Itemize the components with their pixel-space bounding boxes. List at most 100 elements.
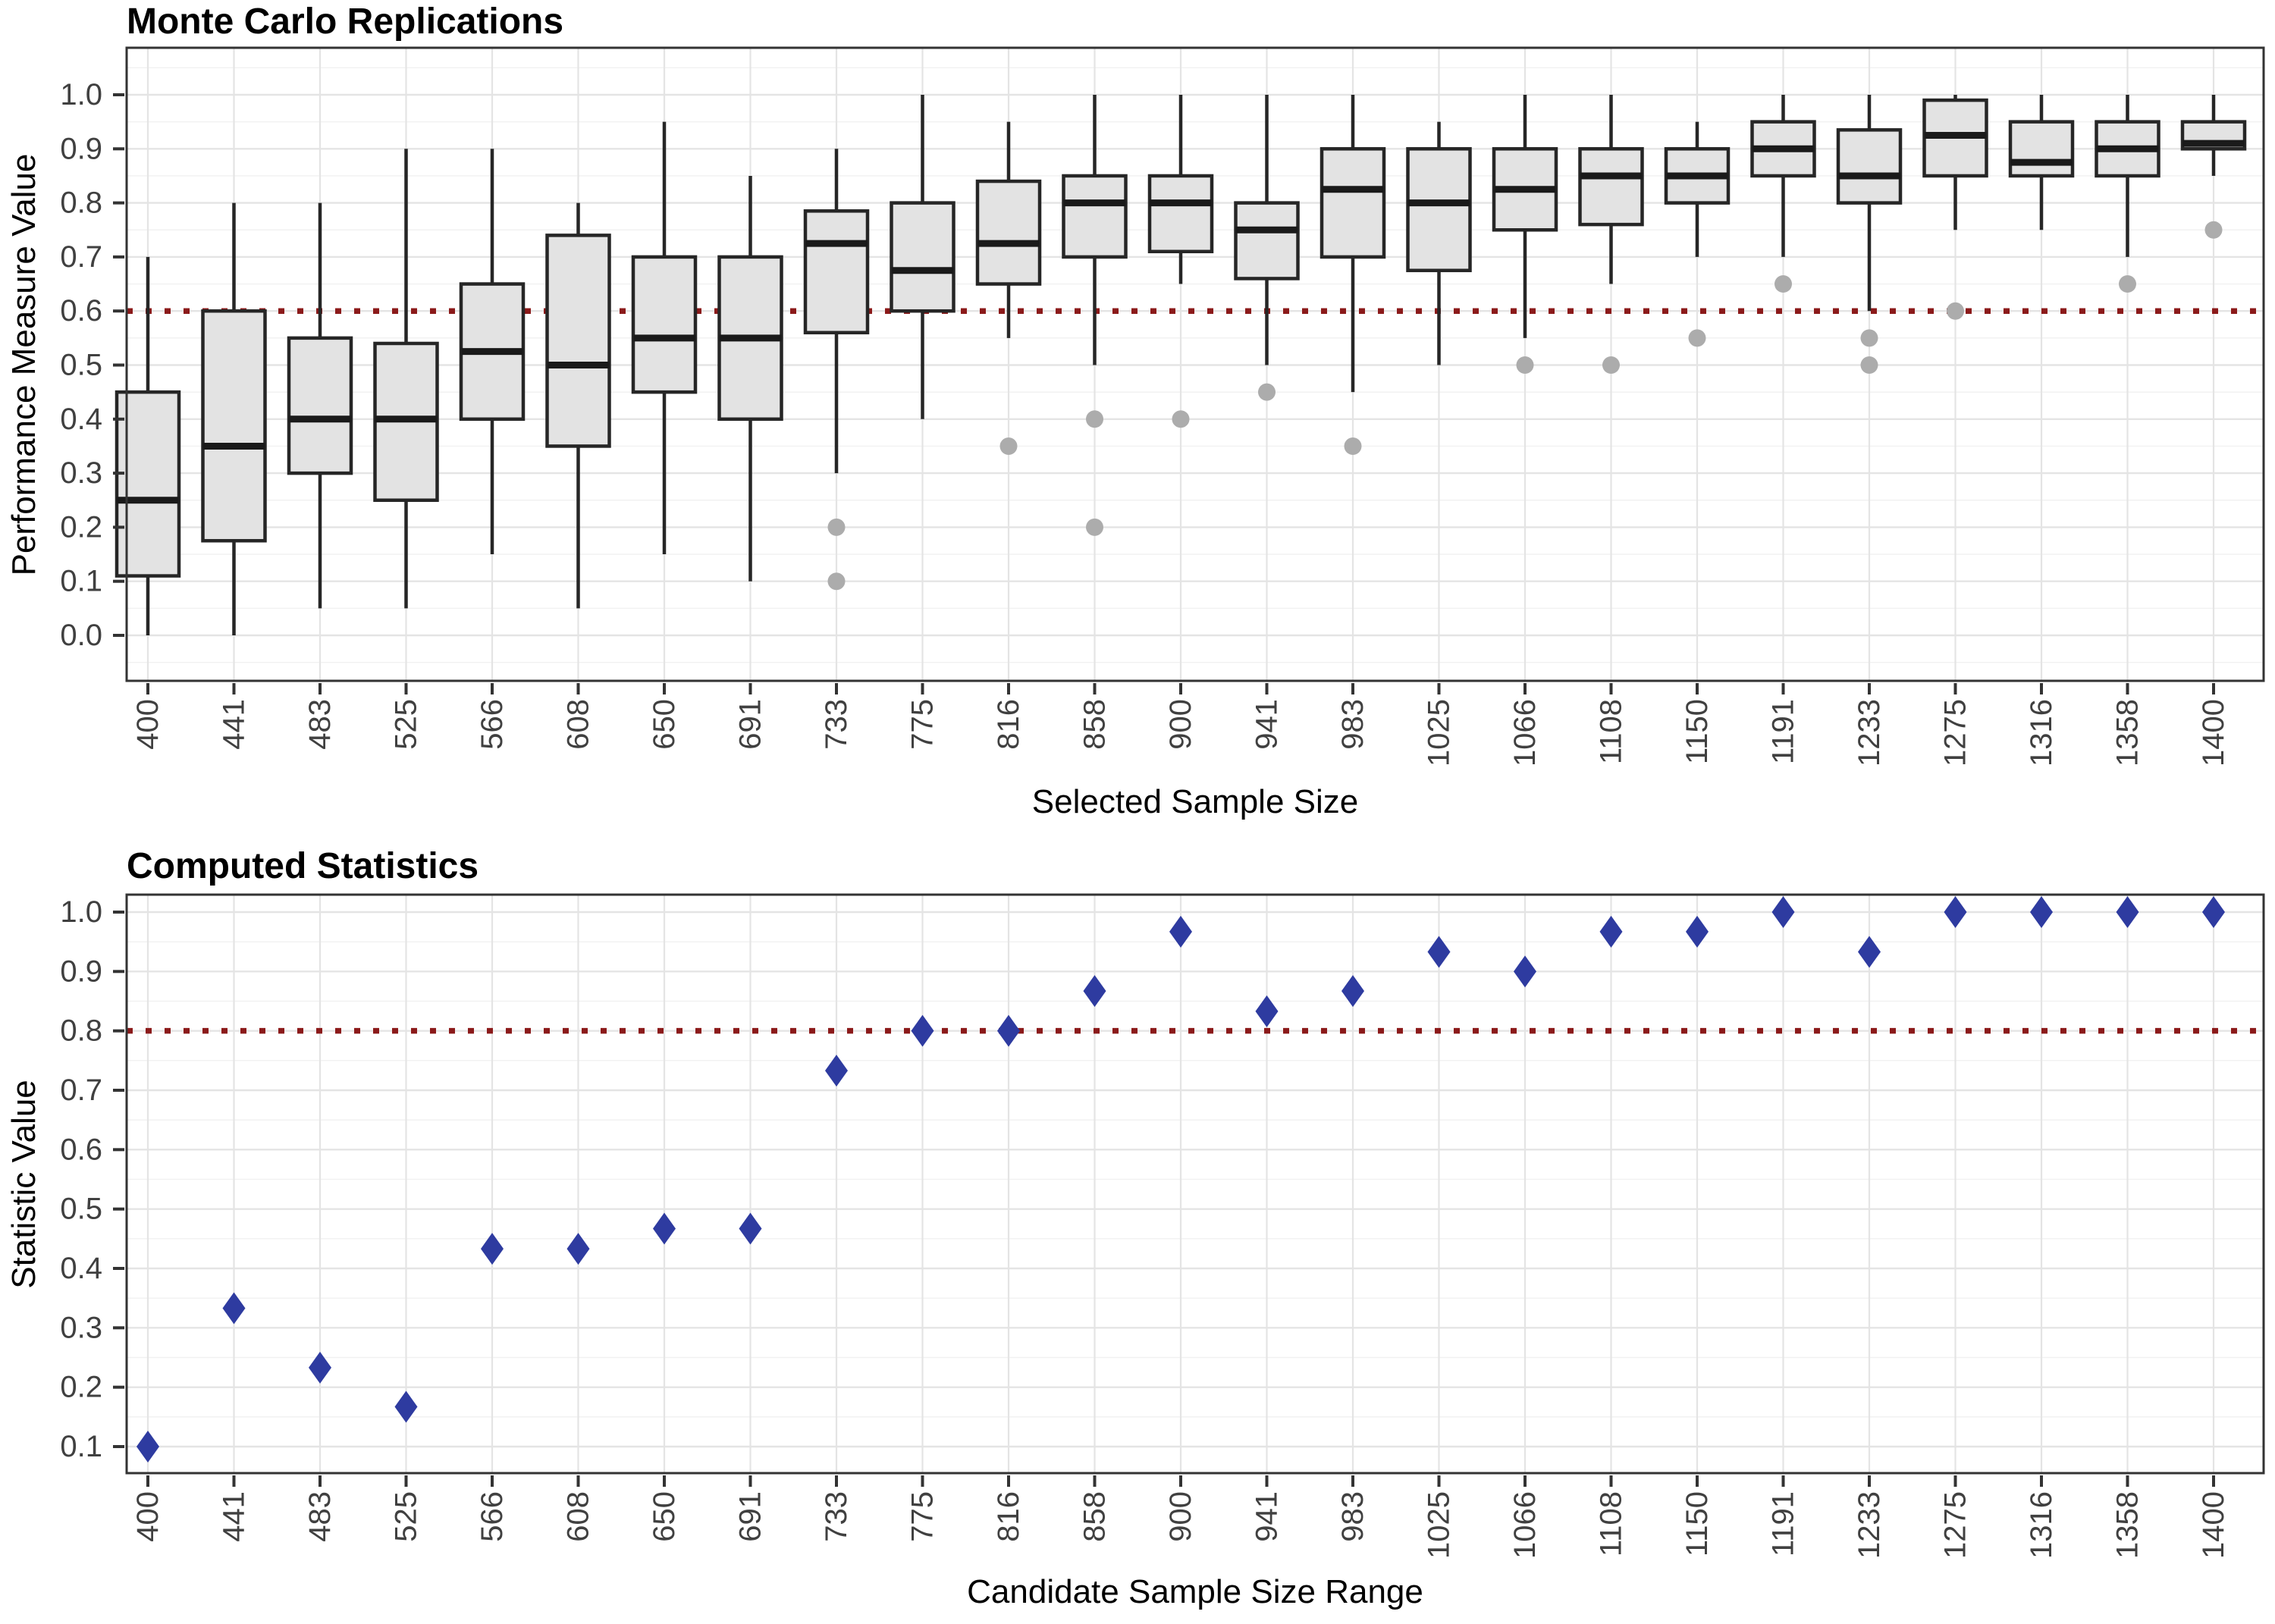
x-tick-label: 1400 bbox=[2197, 1491, 2230, 1559]
boxplot-1108 bbox=[1578, 95, 1644, 374]
x-tick-label: 1358 bbox=[2111, 1491, 2145, 1559]
y-tick-label: 0.9 bbox=[60, 132, 102, 165]
boxplot-983 bbox=[1320, 95, 1386, 455]
y-tick-label: 0.1 bbox=[60, 1430, 102, 1463]
x-tick-label: 775 bbox=[906, 699, 940, 750]
x-tick-label: 941 bbox=[1250, 699, 1284, 750]
x-tick-label: 816 bbox=[992, 1491, 1025, 1542]
scatter-point bbox=[1514, 955, 1536, 988]
boxplot-525 bbox=[373, 149, 439, 609]
scatter-point bbox=[1427, 936, 1451, 968]
scatter-point bbox=[481, 1233, 504, 1265]
x-tick-label: 1150 bbox=[1680, 699, 1714, 764]
panel-monte-carlo-replications: 0.0 0.1 0.2 0.3 0.4 0.5 0.6 0.7 0.8 0.9 1.0 400 441 4… bbox=[60, 46, 2265, 767]
iqr-box bbox=[631, 255, 698, 394]
x-tick-label: 900 bbox=[1164, 699, 1197, 750]
x-tick-label: 858 bbox=[1078, 1491, 1112, 1542]
scatter-point bbox=[1771, 896, 1795, 928]
outlier-point bbox=[1860, 329, 1878, 347]
x-tick-label: 1275 bbox=[1939, 1491, 1972, 1559]
scatter-point bbox=[1686, 915, 1709, 948]
scatter-point bbox=[136, 1431, 159, 1463]
x-tick-label: 1108 bbox=[1595, 1491, 1628, 1557]
x-tick-label: 1400 bbox=[2197, 699, 2230, 767]
scatter-point bbox=[1858, 936, 1881, 968]
scatter-point bbox=[566, 1233, 590, 1265]
y-tick-label: 0.2 bbox=[60, 1371, 102, 1404]
y-tick-label: 0.7 bbox=[60, 240, 102, 274]
scatter-point bbox=[997, 1014, 1020, 1047]
x-tick-label: 441 bbox=[218, 1491, 251, 1542]
x-tick-label: 525 bbox=[390, 1491, 423, 1542]
iqr-box bbox=[1147, 174, 1214, 254]
outlier-point bbox=[1688, 329, 1706, 347]
outlier-point bbox=[1516, 356, 1534, 374]
y-tick-label: 1.0 bbox=[60, 78, 102, 111]
bottom-panel-title: Computed Statistics bbox=[127, 846, 479, 886]
outlier-point bbox=[2204, 221, 2223, 239]
iqr-box bbox=[975, 179, 1042, 286]
boxplot-1358 bbox=[2095, 95, 2160, 293]
scatter-point bbox=[394, 1390, 418, 1423]
boxplot-566 bbox=[459, 149, 526, 555]
outlier-point bbox=[1172, 410, 1190, 428]
x-tick-label: 1066 bbox=[1508, 1491, 1542, 1559]
outlier-point bbox=[1258, 383, 1276, 401]
boxplot-1233 bbox=[1836, 95, 1903, 374]
x-tick-label: 691 bbox=[734, 699, 767, 750]
x-tick-label: 1025 bbox=[1423, 699, 1456, 767]
y-tick-label: 0.5 bbox=[60, 1193, 102, 1226]
outlier-point bbox=[999, 437, 1018, 455]
boxplot-775 bbox=[890, 95, 956, 419]
scatter-point bbox=[653, 1212, 676, 1245]
x-tick-label: 1316 bbox=[2025, 699, 2058, 767]
x-tick-label: 858 bbox=[1078, 699, 1112, 750]
boxplot-858 bbox=[1062, 95, 1128, 536]
scatter-point bbox=[825, 1055, 848, 1087]
outlier-point bbox=[827, 518, 846, 536]
scatter-point bbox=[1341, 975, 1364, 1008]
outlier-point bbox=[1602, 356, 1620, 374]
boxplot-608 bbox=[545, 202, 611, 609]
scatter-point bbox=[1944, 896, 1967, 928]
x-tick-label: 1108 bbox=[1595, 699, 1628, 764]
y-tick-label: 0.3 bbox=[60, 1311, 102, 1344]
outlier-point bbox=[1947, 302, 1964, 320]
x-tick-label: 400 bbox=[131, 699, 165, 750]
x-tick-label: 1275 bbox=[1939, 699, 1972, 767]
y-tick-label: 1.0 bbox=[60, 895, 102, 929]
outlier-point bbox=[1860, 356, 1878, 374]
y-tick-label: 0.6 bbox=[60, 294, 102, 328]
scatter-point bbox=[2202, 896, 2225, 928]
x-tick-label: 650 bbox=[648, 1491, 681, 1542]
x-tick-label: 900 bbox=[1164, 1491, 1197, 1542]
x-tick-label: 650 bbox=[648, 699, 681, 750]
x-tick-label: 1358 bbox=[2111, 699, 2145, 767]
x-tick-label: 525 bbox=[390, 699, 423, 750]
x-tick-label: 941 bbox=[1250, 1491, 1284, 1542]
panel-background bbox=[127, 895, 2264, 1473]
bottom-panel-x-axis-title: Candidate Sample Size Range bbox=[967, 1573, 1423, 1610]
y-tick-label: 0.7 bbox=[60, 1074, 102, 1107]
scatter-point bbox=[2116, 896, 2139, 928]
top-panel-y-axis-title: Performance Measure Value bbox=[5, 154, 42, 576]
iqr-box bbox=[1406, 147, 1472, 272]
outlier-point bbox=[1774, 275, 1792, 293]
iqr-box bbox=[545, 234, 611, 448]
top-panel-x-axis-title: Selected Sample Size bbox=[1032, 783, 1358, 820]
scatter-point bbox=[222, 1292, 246, 1325]
y-tick-label: 0.8 bbox=[60, 187, 102, 220]
y-tick-label: 0.9 bbox=[60, 955, 102, 988]
iqr-box bbox=[803, 209, 870, 334]
y-tick-label: 0.4 bbox=[60, 403, 102, 436]
x-tick-label: 1233 bbox=[1853, 1491, 1886, 1559]
outlier-point bbox=[1086, 410, 1103, 428]
x-tick-label: 816 bbox=[992, 699, 1025, 750]
x-tick-label: 983 bbox=[1336, 1491, 1370, 1542]
scatter-point bbox=[911, 1014, 934, 1047]
x-tick-label: 775 bbox=[906, 1491, 940, 1542]
outlier-point bbox=[2119, 275, 2136, 293]
scatter-point bbox=[1083, 975, 1106, 1008]
iqr-box bbox=[287, 336, 353, 475]
